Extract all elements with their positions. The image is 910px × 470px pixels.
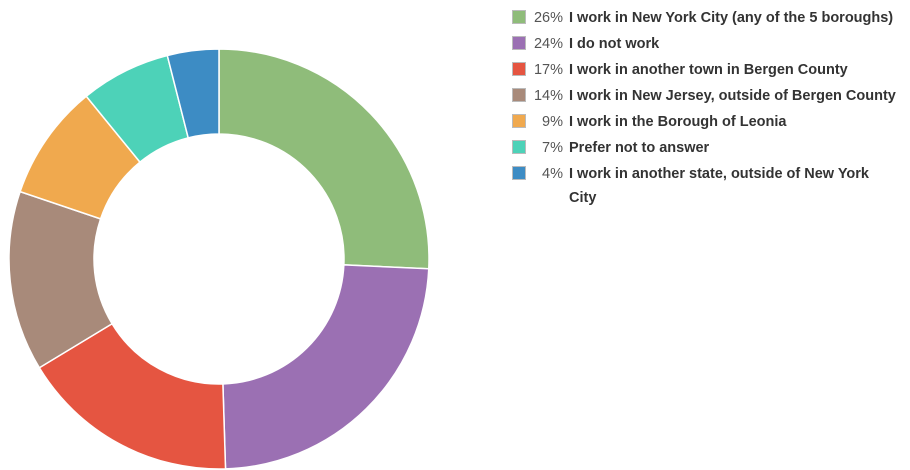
donut-chart [8, 48, 430, 470]
legend-swatch [512, 10, 526, 24]
legend-percent: 26% [533, 10, 563, 26]
legend-label: Prefer not to answer [569, 140, 710, 156]
legend-item: 24% I do not work [512, 32, 907, 56]
legend: 26% I work in New York City (any of the 5… [512, 6, 907, 212]
legend-label: I work in another state, outside of New … [569, 166, 869, 206]
legend-item: 26% I work in New York City (any of the 5… [512, 6, 907, 30]
donut-slice [222, 264, 430, 470]
legend-item: 17% I work in another town in Bergen Coun… [512, 58, 907, 82]
legend-percent: 17% [533, 62, 563, 78]
legend-percent: 4% [542, 166, 563, 182]
legend-label: I work in New Jersey, outside of Bergen … [569, 88, 896, 104]
legend-percent: 24% [533, 36, 563, 52]
legend-item: 4% I work in another state, outside of Ne… [512, 162, 907, 210]
legend-label: I work in the Borough of Leonia [569, 114, 787, 130]
legend-item: 14% I work in New Jersey, outside of Berg… [512, 84, 907, 108]
legend-percent: 7% [542, 140, 563, 156]
legend-percent: 14% [533, 88, 563, 104]
legend-swatch [512, 36, 526, 50]
donut-slice [166, 48, 220, 139]
legend-swatch [512, 62, 526, 76]
legend-label: I work in New York City (any of the 5 bo… [569, 10, 894, 26]
legend-item: 7% Prefer not to answer [512, 136, 907, 160]
legend-swatch [512, 114, 526, 128]
legend-label: I work in another town in Bergen County [569, 62, 848, 78]
donut-slice [218, 48, 430, 270]
legend-label: I do not work [569, 36, 660, 52]
legend-swatch [512, 166, 526, 180]
legend-swatch [512, 88, 526, 102]
legend-item: 9% I work in the Borough of Leonia [512, 110, 907, 134]
legend-percent: 9% [542, 114, 563, 130]
legend-swatch [512, 140, 526, 154]
